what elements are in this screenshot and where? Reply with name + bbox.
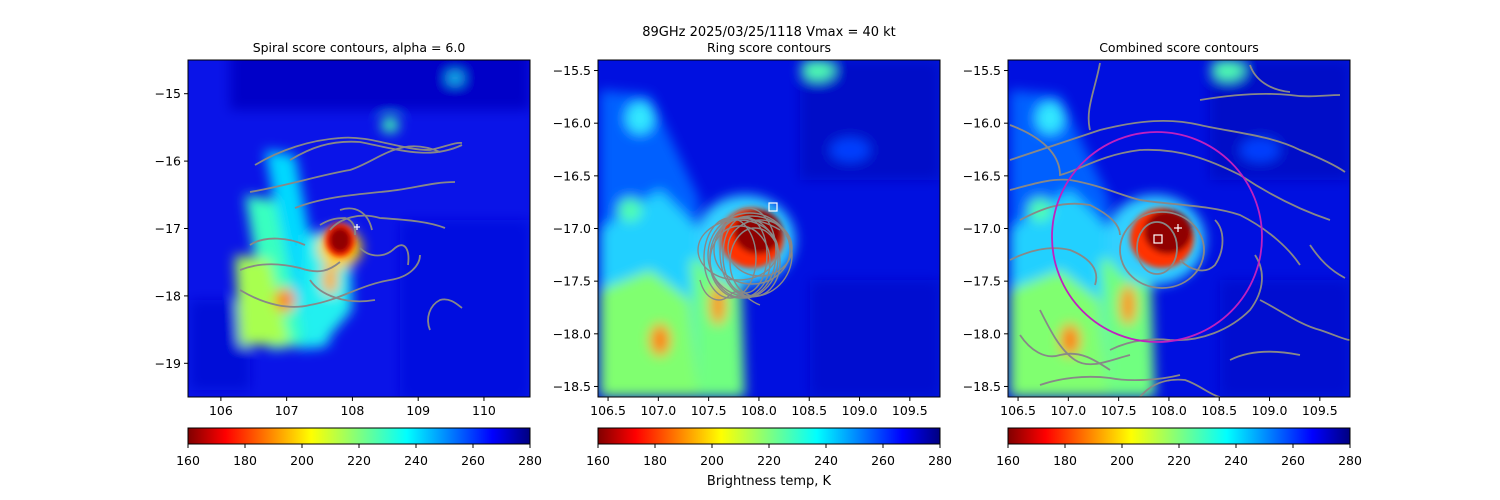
x-tick-label: 109 bbox=[406, 403, 430, 418]
panel-3-title: Combined score contours bbox=[1099, 40, 1259, 55]
y-tick-label: −15 bbox=[155, 86, 181, 101]
colorbar-tick-label: 260 bbox=[1281, 453, 1305, 468]
panel-2-axes: 106.5 107.0 107.5 108.0 108.5 109.0 109.5 −15.5… bbox=[553, 63, 928, 418]
colorbar-tick-label: 180 bbox=[643, 453, 667, 468]
panel-1-title: Spiral score contours, alpha = 6.0 bbox=[253, 40, 466, 55]
colorbar-tick-label: 280 bbox=[518, 453, 542, 468]
x-tick-label: 109.0 bbox=[842, 403, 878, 418]
combined-search-circle bbox=[1051, 131, 1263, 343]
y-tick-label: −16.0 bbox=[963, 116, 1001, 131]
y-tick-label: −17.5 bbox=[553, 274, 591, 289]
x-tick-label: 108.0 bbox=[741, 403, 777, 418]
x-tick-label: 107.5 bbox=[691, 403, 727, 418]
y-tick-label: −19 bbox=[155, 356, 181, 371]
colorbar-tick-label: 240 bbox=[404, 453, 428, 468]
spiral-markers bbox=[354, 224, 360, 230]
panel-ring: Ring score contours bbox=[553, 40, 941, 418]
colorbar-tick-label: 180 bbox=[1053, 453, 1077, 468]
colorbar-tick-label: 180 bbox=[233, 453, 257, 468]
panel-3-axes: 106.5 107.0 107.5 108.0 108.5 109.0 109.5 −15.5… bbox=[963, 63, 1338, 418]
colorbar-2 bbox=[597, 427, 941, 445]
combined-marker-square bbox=[1153, 234, 1163, 244]
y-tick-label: −17.0 bbox=[553, 221, 591, 236]
x-tick-label: 107.0 bbox=[1050, 403, 1086, 418]
panel-spiral: Spiral score contours, alpha = 6.0 bbox=[155, 40, 531, 418]
x-tick-label: 106.5 bbox=[1000, 403, 1036, 418]
y-tick-label: −17 bbox=[155, 221, 181, 236]
y-tick-label: −18.5 bbox=[553, 379, 591, 394]
colorbar-tick-label: 200 bbox=[700, 453, 724, 468]
y-tick-label: −16.5 bbox=[963, 168, 1001, 183]
colorbar-tick-label: 160 bbox=[996, 453, 1020, 468]
panel-2-heatmap bbox=[598, 60, 940, 397]
colorbar-ticks: 160 180 200 220 240 260 280 160 180 200 220 240 260 2… bbox=[176, 444, 1362, 468]
ring-marker-square bbox=[768, 202, 778, 212]
colorbar-tick-label: 260 bbox=[461, 453, 485, 468]
colorbar-label: Brightness temp, K bbox=[707, 474, 832, 489]
y-tick-label: −18.0 bbox=[553, 326, 591, 341]
y-tick-label: −17.0 bbox=[963, 221, 1001, 236]
x-tick-label: 108.5 bbox=[791, 403, 827, 418]
x-tick-label: 108.5 bbox=[1201, 403, 1237, 418]
y-tick-label: −15.5 bbox=[553, 63, 591, 78]
x-tick-label: 108.0 bbox=[1151, 403, 1187, 418]
y-tick-label: −15.5 bbox=[963, 63, 1001, 78]
x-tick-label: 107 bbox=[275, 403, 299, 418]
x-tick-label: 110 bbox=[472, 403, 496, 418]
x-tick-label: 108 bbox=[340, 403, 364, 418]
colorbar-tick-label: 240 bbox=[1224, 453, 1248, 468]
panel-1-axes: 106 107 108 109 110 −15 −16 −17 −18 −19 bbox=[155, 86, 496, 418]
panel-combined: Combined score contours bbox=[963, 40, 1351, 418]
colorbar-tick-label: 220 bbox=[1167, 453, 1191, 468]
colorbar-tick-label: 200 bbox=[1110, 453, 1134, 468]
y-tick-label: −18.5 bbox=[963, 379, 1001, 394]
colorbar-tick-label: 280 bbox=[1338, 453, 1362, 468]
figure-suptitle: 89GHz 2025/03/25/1118 Vmax = 40 kt bbox=[642, 25, 896, 40]
panel-2-title: Ring score contours bbox=[707, 40, 831, 55]
y-tick-label: −17.5 bbox=[963, 274, 1001, 289]
colorbar-tick-label: 160 bbox=[176, 453, 200, 468]
x-tick-label: 107.0 bbox=[640, 403, 676, 418]
x-tick-label: 107.5 bbox=[1101, 403, 1137, 418]
colorbar-3 bbox=[1007, 427, 1351, 445]
x-tick-label: 106.5 bbox=[590, 403, 626, 418]
colorbar-tick-label: 260 bbox=[871, 453, 895, 468]
x-tick-label: 109.0 bbox=[1252, 403, 1288, 418]
colorbar-tick-label: 280 bbox=[928, 453, 952, 468]
y-tick-label: −16 bbox=[155, 154, 181, 169]
spiral-contours bbox=[239, 136, 463, 331]
colorbar-tick-label: 220 bbox=[347, 453, 371, 468]
colorbars: 160 180 200 220 240 260 280 160 180 200 220 240 260 2… bbox=[176, 427, 1362, 489]
combined-marker-plus bbox=[1174, 224, 1182, 232]
colorbar-tick-label: 240 bbox=[814, 453, 838, 468]
x-tick-label: 109.5 bbox=[1302, 403, 1338, 418]
y-tick-label: −18.0 bbox=[963, 326, 1001, 341]
colorbar-tick-label: 220 bbox=[757, 453, 781, 468]
y-tick-label: −16.0 bbox=[553, 116, 591, 131]
x-tick-label: 109.5 bbox=[892, 403, 928, 418]
y-tick-label: −16.5 bbox=[553, 168, 591, 183]
ring-contours bbox=[697, 207, 793, 306]
x-tick-label: 106 bbox=[209, 403, 233, 418]
colorbar-1 bbox=[187, 427, 531, 445]
colorbar-tick-label: 160 bbox=[586, 453, 610, 468]
colorbar-tick-label: 200 bbox=[290, 453, 314, 468]
panel-3-heatmap bbox=[1008, 60, 1350, 397]
y-tick-label: −18 bbox=[155, 288, 181, 303]
panel-1-heatmap bbox=[188, 60, 530, 397]
